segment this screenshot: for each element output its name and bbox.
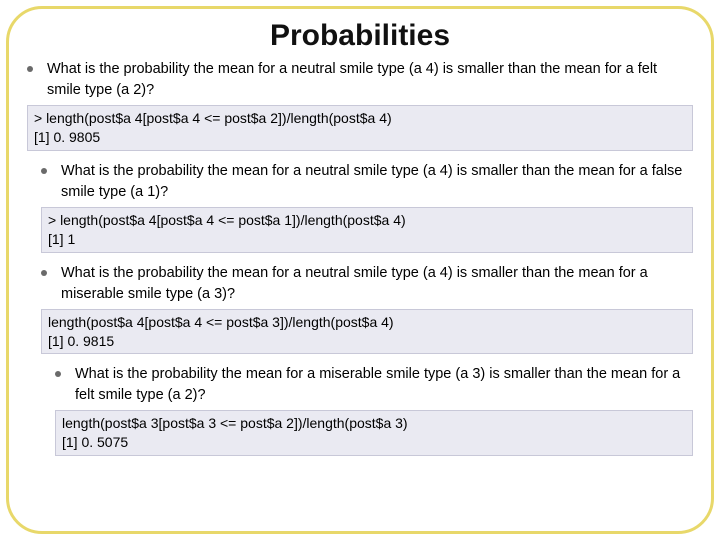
code-output: length(post$a 3[post$a 3 <= post$a 2])/l… bbox=[55, 410, 693, 456]
code-line: [1] 0. 9805 bbox=[34, 128, 686, 147]
bullet-dot-icon bbox=[55, 371, 61, 377]
slide-frame: Probabilities What is the probability th… bbox=[6, 6, 714, 534]
bullet-item: What is the probability the mean for a m… bbox=[55, 364, 693, 406]
code-output: > length(post$a 4[post$a 4 <= post$a 1])… bbox=[41, 207, 693, 253]
slide-title: Probabilities bbox=[27, 19, 693, 53]
code-line: > length(post$a 4[post$a 4 <= post$a 2])… bbox=[34, 109, 686, 128]
bullet-dot-icon bbox=[41, 168, 47, 174]
bullet-item: What is the probability the mean for a n… bbox=[41, 263, 693, 305]
bullet-item: What is the probability the mean for a n… bbox=[27, 59, 693, 101]
code-line: [1] 1 bbox=[48, 230, 686, 249]
code-line: > length(post$a 4[post$a 4 <= post$a 1])… bbox=[48, 211, 686, 230]
code-line: [1] 0. 9815 bbox=[48, 332, 686, 351]
bullet-dot-icon bbox=[41, 270, 47, 276]
bullet-text: What is the probability the mean for a m… bbox=[75, 364, 693, 406]
bullet-text: What is the probability the mean for a n… bbox=[61, 161, 693, 203]
code-output: length(post$a 4[post$a 4 <= post$a 3])/l… bbox=[41, 309, 693, 355]
bullet-dot-icon bbox=[27, 66, 33, 72]
bullet-item: What is the probability the mean for a n… bbox=[41, 161, 693, 203]
bullet-text: What is the probability the mean for a n… bbox=[61, 263, 693, 305]
code-line: length(post$a 3[post$a 3 <= post$a 2])/l… bbox=[62, 414, 686, 433]
code-line: length(post$a 4[post$a 4 <= post$a 3])/l… bbox=[48, 313, 686, 332]
bullet-text: What is the probability the mean for a n… bbox=[47, 59, 693, 101]
code-output: > length(post$a 4[post$a 4 <= post$a 2])… bbox=[27, 105, 693, 151]
code-line: [1] 0. 5075 bbox=[62, 433, 686, 452]
